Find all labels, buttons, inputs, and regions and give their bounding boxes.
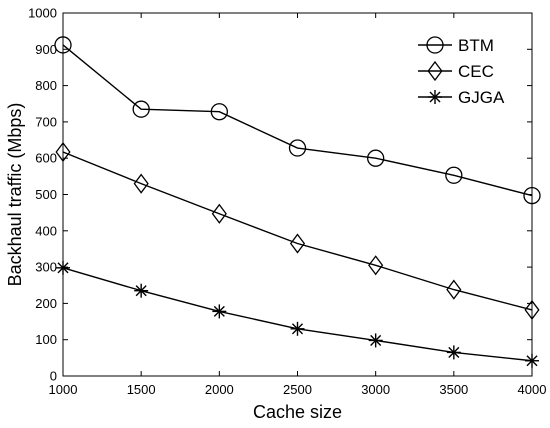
data-point-cec: [211, 203, 227, 224]
data-point-gjga: [212, 304, 227, 319]
data-point-gjga: [134, 283, 149, 298]
y-tick-label: 1000: [28, 6, 57, 21]
y-tick-label: 200: [35, 296, 57, 311]
data-point-gjga: [446, 345, 461, 360]
legend-label-gjga: GJGA: [458, 88, 505, 107]
y-axis-ticks: 0 100 200 300 400 500 600 700 800 900 1000: [28, 6, 532, 384]
data-point-gjga: [290, 321, 305, 336]
y-tick-label: 600: [35, 151, 57, 166]
legend-item-cec: CEC: [418, 60, 494, 82]
y-tick-label: 0: [50, 369, 57, 384]
legend-item-btm: BTM: [418, 36, 494, 55]
data-point-cec: [289, 233, 306, 254]
x-tick-label: 3500: [439, 382, 468, 397]
asterisk-stroke: [448, 346, 460, 358]
x-tick-label: 1500: [127, 382, 156, 397]
y-tick-label: 700: [35, 114, 57, 129]
x-tick-label: 2500: [283, 382, 312, 397]
y-tick-label: 500: [35, 187, 57, 202]
data-point-cec: [133, 173, 149, 194]
asterisk-stroke: [135, 285, 147, 297]
y-tick-label: 100: [35, 332, 57, 347]
asterisk-stroke: [213, 305, 225, 317]
series-line-btm: [62, 44, 533, 197]
legend-item-gjga: GJGA: [418, 88, 505, 107]
asterisk-stroke: [429, 91, 441, 103]
x-axis-title: Cache size: [253, 402, 342, 422]
data-point-cec: [368, 255, 384, 276]
x-tick-label: 1000: [49, 382, 78, 397]
data-point-btm: [367, 149, 385, 167]
data-point-btm: [288, 139, 307, 157]
y-tick-label: 400: [35, 223, 57, 238]
x-tick-label: 4000: [518, 382, 547, 397]
legend-marker-cec: [427, 60, 443, 82]
x-axis-ticks: 1000 1500 2000 2500 3000 3500 4000: [49, 13, 547, 397]
legend-marker-btm: [426, 36, 444, 54]
series-line-cec: [62, 151, 533, 311]
legend: BTM CEC GJGA: [418, 36, 505, 107]
y-tick-label: 900: [35, 42, 57, 57]
x-tick-label: 2000: [205, 382, 234, 397]
y-tick-label: 300: [35, 260, 57, 275]
legend-label-cec: CEC: [458, 62, 494, 81]
data-point-cec: [446, 279, 462, 300]
y-tick-label: 800: [35, 78, 57, 93]
legend-label-btm: BTM: [458, 36, 494, 55]
x-tick-label: 3000: [361, 382, 390, 397]
asterisk-stroke: [370, 334, 382, 346]
legend-marker-gjga: [428, 90, 442, 104]
data-point-btm: [445, 166, 463, 184]
y-axis-title: Backhaul traffic (Mbps): [5, 103, 25, 287]
data-point-gjga: [368, 333, 383, 348]
data-point-btm: [132, 100, 150, 118]
asterisk-stroke: [291, 323, 304, 335]
data-point-btm: [210, 103, 228, 121]
